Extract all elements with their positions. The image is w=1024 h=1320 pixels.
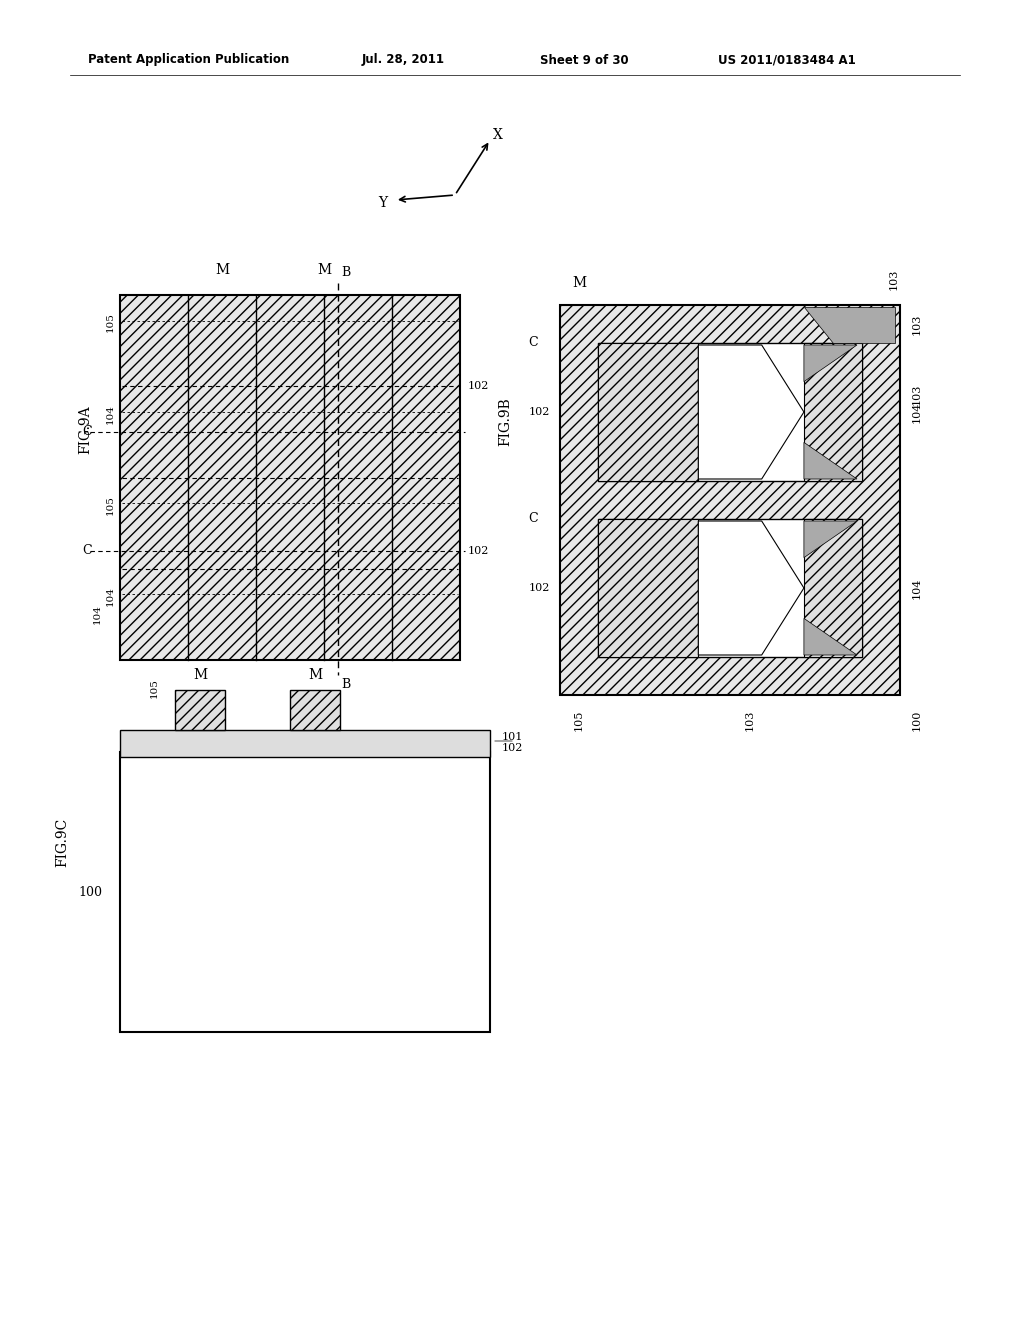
Polygon shape (804, 345, 857, 381)
Text: 105: 105 (628, 414, 648, 424)
Bar (290, 690, 340, 730)
Text: 102: 102 (528, 583, 550, 593)
Bar (598, 519, 698, 657)
Polygon shape (804, 618, 857, 655)
Bar (120, 730, 490, 756)
Text: 105: 105 (150, 678, 159, 698)
Bar (560, 305, 900, 696)
Text: 101: 101 (502, 731, 523, 742)
Bar (120, 752, 490, 1032)
Text: 100: 100 (78, 886, 102, 899)
Bar (598, 343, 698, 480)
Text: M: M (193, 668, 207, 682)
Text: X: X (493, 128, 503, 143)
Polygon shape (698, 521, 804, 655)
Text: Y: Y (378, 195, 387, 210)
Text: M: M (572, 276, 586, 290)
Text: C: C (82, 544, 92, 557)
Text: C: C (528, 337, 538, 350)
Text: FIG.9B: FIG.9B (498, 397, 512, 446)
Text: M: M (215, 263, 229, 277)
Text: 105: 105 (574, 710, 584, 731)
Text: 103: 103 (912, 313, 922, 335)
Bar (598, 519, 862, 657)
Polygon shape (698, 345, 804, 479)
Text: Patent Application Publication: Patent Application Publication (88, 54, 289, 66)
Text: 101: 101 (628, 380, 648, 389)
Text: C: C (528, 512, 538, 525)
Text: 105: 105 (106, 313, 115, 333)
Text: 100b: 100b (628, 605, 653, 614)
Text: US 2011/0183484 A1: US 2011/0183484 A1 (718, 54, 856, 66)
Text: 100b: 100b (628, 446, 653, 455)
Text: 100: 100 (912, 710, 922, 731)
Text: 104: 104 (912, 577, 922, 599)
Text: Jul. 28, 2011: Jul. 28, 2011 (362, 54, 445, 66)
Text: B: B (342, 678, 351, 690)
Bar (175, 690, 225, 730)
Text: 104: 104 (106, 404, 115, 424)
Text: 101: 101 (628, 562, 648, 572)
Text: 104: 104 (912, 401, 922, 422)
Bar (804, 343, 862, 480)
Text: 102: 102 (468, 545, 489, 556)
Polygon shape (804, 521, 857, 557)
Text: FIG.9C: FIG.9C (55, 817, 69, 867)
Text: 102: 102 (528, 407, 550, 417)
Text: FIG.9A: FIG.9A (78, 405, 92, 454)
Text: 105: 105 (106, 495, 115, 515)
Text: 103: 103 (745, 710, 755, 731)
Text: M: M (308, 668, 323, 682)
Bar (598, 343, 862, 480)
Text: B: B (342, 267, 351, 279)
Text: M: M (317, 263, 331, 277)
Text: 103: 103 (889, 269, 899, 290)
Text: 103: 103 (912, 383, 922, 405)
Text: 104: 104 (106, 586, 115, 606)
Polygon shape (804, 308, 895, 343)
Text: 102: 102 (502, 743, 523, 752)
Text: C: C (82, 425, 92, 438)
Bar (804, 519, 862, 657)
Bar (120, 294, 460, 660)
Text: 104: 104 (93, 605, 102, 624)
Text: Sheet 9 of 30: Sheet 9 of 30 (540, 54, 629, 66)
Polygon shape (804, 442, 857, 479)
Text: 102: 102 (468, 381, 489, 391)
